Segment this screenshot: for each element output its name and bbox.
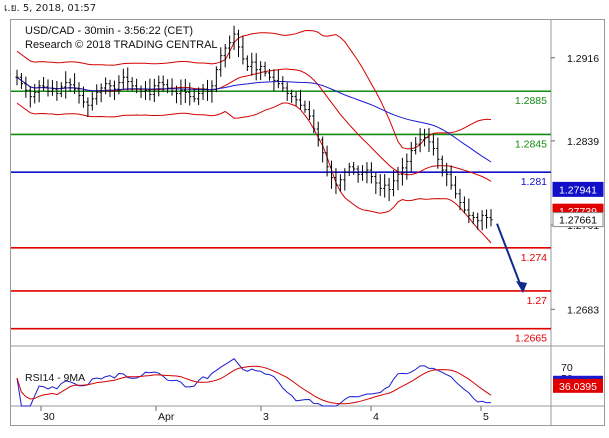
- x-tick-label: Apr: [158, 411, 175, 423]
- projection-arrow-head: [516, 280, 527, 293]
- labels-layer: 1.2885 1.2845 1.281 1.274 1.27 1.2665 1.27941 1…: [515, 95, 604, 345]
- bollinger-middle-line: [16, 68, 492, 182]
- chart-legend-symbol: USD/CAD - 30min - 3:56:22 (CET): [25, 25, 194, 37]
- level-label: 1.274: [521, 252, 547, 264]
- chart-legend-credit: Research © 2018 TRADING CENTRAL: [25, 39, 218, 51]
- levels-layer: [11, 90, 551, 330]
- level-label: 1.2845: [515, 138, 547, 150]
- rsi-line: [16, 358, 492, 407]
- bollinger-lower-line: [16, 102, 492, 244]
- moving-average-line: [16, 76, 492, 163]
- level-label: 1.281: [521, 176, 547, 188]
- rsi-badge-label: 36.0395: [559, 381, 597, 393]
- y-tick-label: 1.2916: [567, 53, 599, 65]
- bollinger-upper-line: [16, 29, 492, 150]
- x-tick-label: 5: [483, 411, 489, 423]
- rsi-ma-line: [16, 365, 492, 405]
- rsi-label: RSI14 - 9MA: [25, 372, 86, 384]
- bollinger-layer: [16, 29, 492, 244]
- price-badge-box: [552, 181, 604, 197]
- projection-arrow-line: [496, 223, 523, 290]
- price-badge-label: 1.27941: [559, 184, 597, 196]
- rsi-tick-label: 70: [561, 362, 573, 374]
- y-tick-label: 1.2683: [567, 304, 599, 316]
- arrow-layer: [496, 223, 527, 293]
- timestamp: เ.ย. 5, 2018, 01:57: [4, 3, 97, 14]
- level-label: 1.2885: [515, 95, 547, 107]
- level-label: 1.27: [527, 295, 548, 307]
- price-badge-label: 1.27661: [559, 215, 597, 227]
- candles-layer: [15, 25, 493, 231]
- x-tick-label: 4: [373, 411, 379, 423]
- price-badge-box: [552, 212, 604, 228]
- y-tick-label: 1.2839: [567, 136, 599, 148]
- rsi-layer: 705041.486936.0395: [16, 358, 603, 407]
- x-tick-label: 30: [43, 411, 55, 423]
- rsi-badge-box: [553, 378, 603, 393]
- x-tick-label: 3: [263, 411, 269, 423]
- level-label: 1.2665: [515, 333, 547, 345]
